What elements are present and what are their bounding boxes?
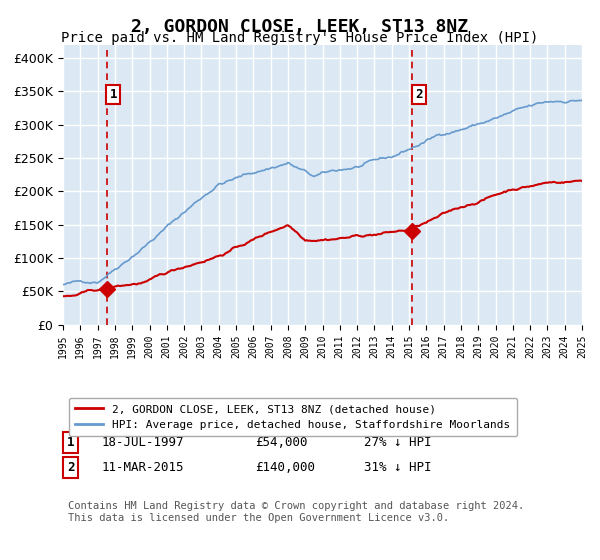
Text: 2: 2 [67,461,74,474]
Text: 2, GORDON CLOSE, LEEK, ST13 8NZ: 2, GORDON CLOSE, LEEK, ST13 8NZ [131,18,469,36]
Text: 18-JUL-1997: 18-JUL-1997 [102,436,184,449]
Text: 31% ↓ HPI: 31% ↓ HPI [364,461,431,474]
Text: 11-MAR-2015: 11-MAR-2015 [102,461,184,474]
Text: Contains HM Land Registry data © Crown copyright and database right 2024.
This d: Contains HM Land Registry data © Crown c… [68,501,524,523]
Text: 1: 1 [110,88,117,101]
Text: 2: 2 [415,88,422,101]
Text: Price paid vs. HM Land Registry's House Price Index (HPI): Price paid vs. HM Land Registry's House … [61,31,539,45]
Text: 27% ↓ HPI: 27% ↓ HPI [364,436,431,449]
Text: £54,000: £54,000 [255,436,308,449]
Text: 1: 1 [67,436,74,449]
Text: £140,000: £140,000 [255,461,315,474]
Legend: 2, GORDON CLOSE, LEEK, ST13 8NZ (detached house), HPI: Average price, detached h: 2, GORDON CLOSE, LEEK, ST13 8NZ (detache… [68,398,517,436]
